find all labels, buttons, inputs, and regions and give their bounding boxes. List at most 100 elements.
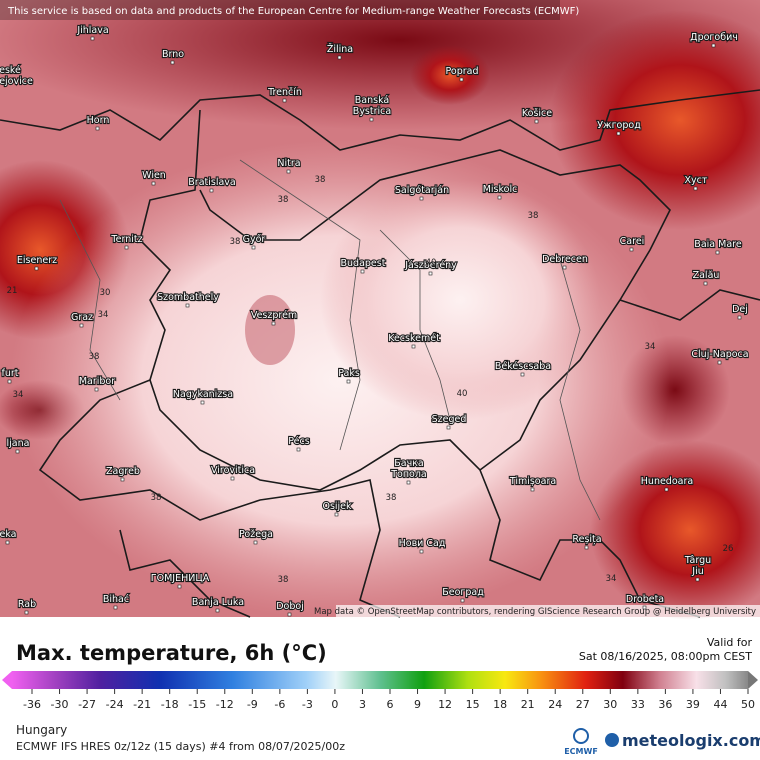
city-label: Budapest (341, 258, 386, 269)
city-dot (200, 400, 205, 405)
city-label: eka (0, 529, 17, 540)
city-dot (24, 610, 29, 615)
city-dot (251, 245, 256, 250)
city-label: Osijek (322, 501, 352, 512)
city-label: Banja Luka (192, 597, 244, 608)
city-label: Miskolc (483, 184, 518, 195)
tick-label: 12 (438, 698, 452, 711)
contour-label: 26 (723, 544, 734, 554)
city-dot (703, 281, 708, 286)
city-label: Pécs (288, 436, 309, 447)
city-dot (90, 36, 95, 41)
city-dot (337, 55, 342, 60)
city-label: Bystrica (353, 106, 391, 117)
city-label: Veszprém (251, 310, 297, 321)
tick-label: -30 (51, 698, 69, 711)
city-label: Ужгород (597, 120, 641, 131)
city-dot (530, 487, 535, 492)
city-dot (5, 540, 10, 545)
city-dot (419, 549, 424, 554)
contour-label: 38 (230, 237, 241, 247)
city-dot (460, 598, 465, 603)
tick-label: -6 (274, 698, 285, 711)
city-label: Cluj-Napoca (691, 349, 748, 360)
tick-label: -21 (133, 698, 151, 711)
city-label: Drobeta (626, 594, 664, 605)
city-label: Hunedoara (641, 476, 693, 487)
city-dot (113, 605, 118, 610)
tick-label: -15 (188, 698, 206, 711)
city-label: Salgótarján (395, 185, 449, 196)
city-label: Dej (732, 304, 748, 315)
city-dot (534, 119, 539, 124)
city-label: Jiu (691, 566, 703, 577)
city-dot (629, 247, 634, 252)
contour-label: 38 (151, 493, 162, 503)
city-label: Požega (239, 529, 273, 540)
city-dot (94, 387, 99, 392)
tick-label: -18 (161, 698, 179, 711)
city-dot (170, 60, 175, 65)
city-dot (693, 186, 698, 191)
city-label: Jihlava (76, 25, 108, 36)
city-label: Banská (355, 95, 389, 106)
tick-label: 39 (686, 698, 700, 711)
map (0, 0, 760, 620)
contour-label: 34 (13, 390, 24, 400)
city-label: furt (2, 368, 19, 379)
city-label: eské (0, 65, 21, 76)
city-label: Rab (18, 599, 36, 610)
city-label: Ternitz (110, 234, 142, 245)
tick-label: -3 (302, 698, 313, 711)
contour-label: 38 (528, 211, 539, 221)
city-dot (120, 477, 125, 482)
attribution: This service is based on data and produc… (7, 6, 579, 17)
city-dot (15, 449, 20, 454)
city-dot (406, 480, 411, 485)
city-dot (360, 269, 365, 274)
tick-label: -36 (23, 698, 41, 711)
city-label: Нови Сад (399, 538, 446, 549)
tick-label: -9 (247, 698, 258, 711)
city-label: Békéscsaba (495, 361, 551, 372)
city-label: Győr (243, 234, 266, 245)
city-dot (584, 545, 589, 550)
city-dot (369, 117, 374, 122)
city-label: Kecskemét (388, 333, 440, 344)
colorbar-ticks: -36 -30 -27 -24 -21 -18 -15 -12 -9 -6 -3 0 3 6 9 12 15 18… (23, 689, 755, 711)
city-label: Debrecen (542, 254, 588, 265)
map-credit: Map data © OpenStreetMap contributors, r… (314, 607, 756, 617)
city-label: Хуст (685, 175, 708, 186)
ecmwf-text: ECMWF (564, 747, 598, 756)
map-labels: Jihlava Brno Žilina Poprad Дрогобич eskéejovi… (0, 24, 750, 617)
contour-label: 21 (7, 286, 18, 296)
city-dot (695, 577, 700, 582)
city-label: Jászberény (404, 260, 457, 271)
contour-label: 34 (98, 310, 109, 320)
city-dot (419, 196, 424, 201)
city-dot (34, 266, 39, 271)
city-dot (124, 245, 129, 250)
city-label: Топола (390, 469, 427, 480)
legend-title: Max. temperature, 6h (°C) (16, 641, 327, 665)
contour-label: 38 (278, 575, 289, 585)
city-dot (282, 98, 287, 103)
city-label: Carei (620, 236, 645, 247)
city-label: ГОМЈЕНИЦА (151, 573, 210, 584)
tick-label: 50 (741, 698, 755, 711)
city-label: Horn (87, 115, 110, 126)
tick-label: 21 (521, 698, 535, 711)
city-dot (520, 372, 525, 377)
tick-label: 24 (548, 698, 562, 711)
credit-bg (336, 605, 760, 617)
city-label: Zagreb (106, 466, 140, 477)
city-dot (253, 540, 258, 545)
city-dot (428, 271, 433, 276)
contour-label: 38 (89, 352, 100, 362)
valid-label: Valid for (707, 636, 753, 649)
city-dot (334, 512, 339, 517)
city-dot (497, 195, 502, 200)
